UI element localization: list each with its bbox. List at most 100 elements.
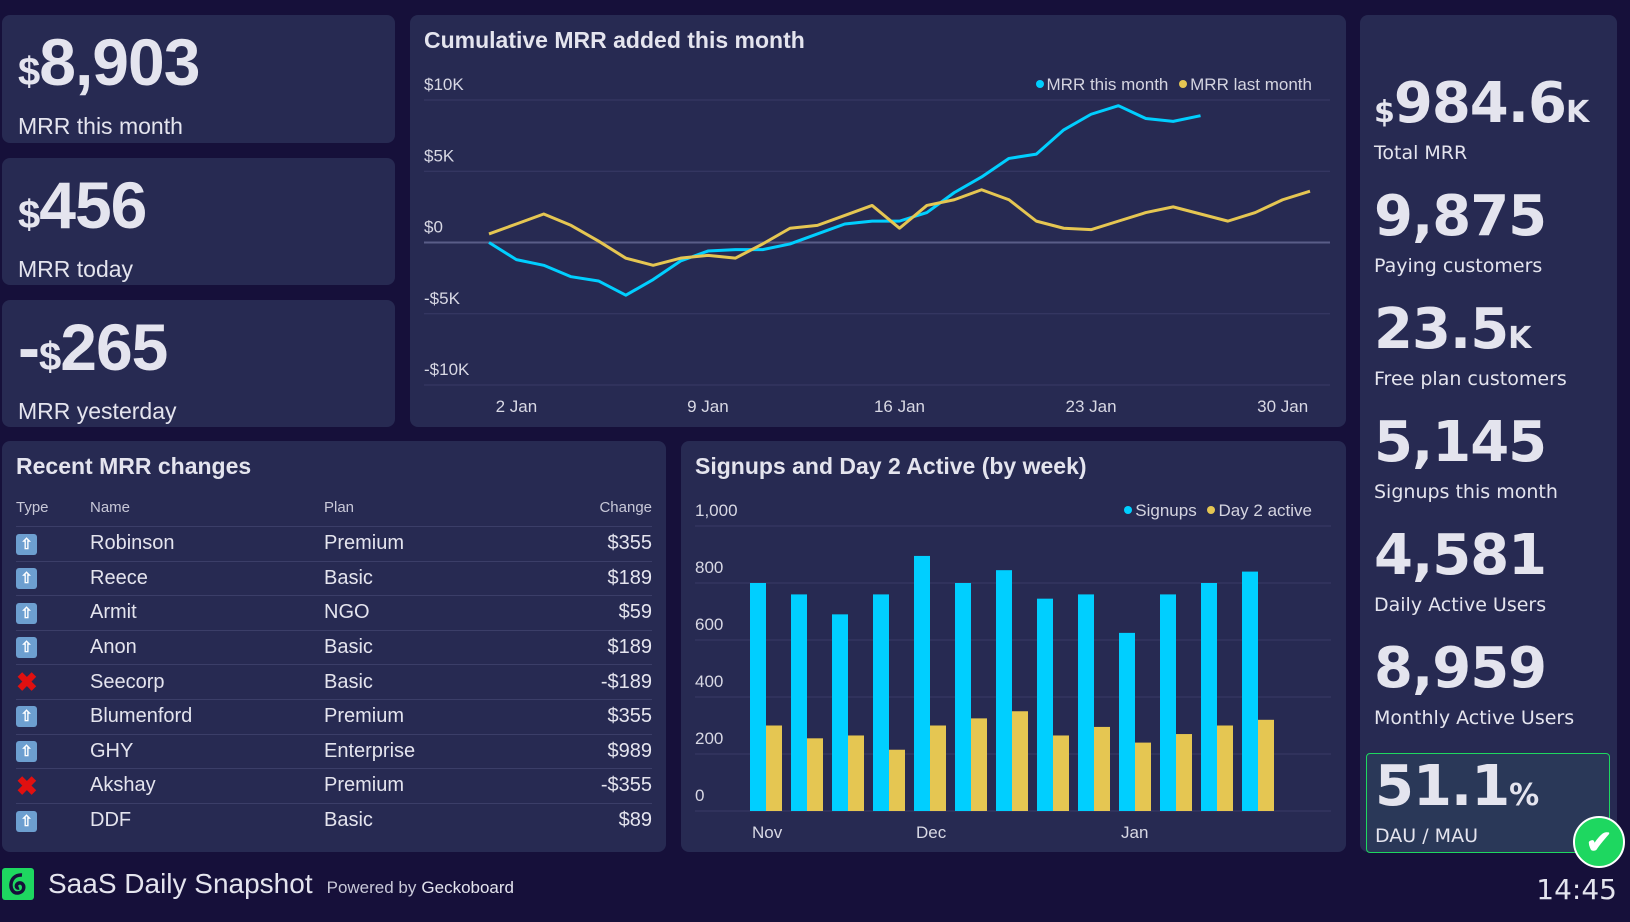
cell-name: Reece: [90, 560, 324, 596]
stat-label: DAU / MAU: [1375, 825, 1478, 847]
y-tick-label: 1,000: [695, 501, 738, 520]
x-tick-label: Jan: [1121, 823, 1148, 842]
cell-plan: Basic: [324, 560, 533, 596]
cell-type: ⇧: [16, 698, 90, 735]
kpi-value: 265: [60, 310, 168, 384]
x-tick-label: Dec: [916, 823, 947, 842]
cell-change: $989: [532, 733, 652, 769]
legend-dot: [1035, 80, 1044, 88]
bar-signups: [1201, 583, 1217, 811]
cell-plan: Basic: [324, 629, 533, 665]
table-row[interactable]: ⇧ Anon Basic $189: [16, 629, 652, 665]
table-row[interactable]: ⇧ GHY Enterprise $989: [16, 733, 652, 769]
kpi-label: MRR yesterday: [18, 398, 177, 424]
series-line-mrr-this-month: [488, 104, 1201, 297]
kpi-label: MRR today: [18, 256, 134, 282]
cell-change: $355: [532, 698, 652, 735]
y-tick-label: 400: [695, 672, 723, 691]
status-ok-check-icon: ✔: [1573, 816, 1625, 868]
stat-prefix: $: [1374, 95, 1395, 130]
column-header-type: Type: [16, 499, 49, 516]
geckoboard-link[interactable]: Geckoboard: [421, 878, 515, 897]
stat-paying-customers: 9,875 Paying customers: [1374, 188, 1617, 301]
column-header-plan: Plan: [324, 499, 355, 516]
stat-value: 984.6: [1393, 71, 1567, 136]
kpi-label: MRR this month: [18, 113, 183, 139]
cell-name: Seecorp: [90, 664, 324, 700]
table-row[interactable]: ⇧ Robinson Premium $355: [16, 526, 652, 562]
bar-chart-card: Signups and Day 2 Active (by week) Signu…: [681, 441, 1346, 852]
legend-label: MRR last month: [1190, 75, 1312, 94]
table-row[interactable]: ⇧ Blumenford Premium $355: [16, 698, 652, 735]
bar-day-2-active: [930, 725, 946, 811]
x-tick-label: 23 Jan: [1066, 397, 1117, 416]
bar-day-2-active: [1012, 711, 1028, 811]
x-tick-label: Nov: [752, 823, 783, 842]
powered-by-label: Powered by: [326, 878, 417, 897]
y-tick-label: 200: [695, 729, 723, 748]
bar-day-2-active: [807, 738, 823, 811]
bar-day-2-active: [1053, 735, 1069, 811]
legend-label: Signups: [1135, 501, 1197, 520]
line-chart-legend: MRR this month MRR last month: [1030, 75, 1312, 95]
bar-signups: [1242, 571, 1258, 811]
stat-free-plan-customers: 23.5K Free plan customers: [1374, 301, 1617, 414]
kpi-mrr-this-month: $8,903 MRR this month: [2, 15, 395, 143]
legend-dot: [1179, 80, 1188, 88]
x-tick-label: 2 Jan: [496, 397, 538, 416]
cell-type: ⇧: [16, 595, 90, 631]
upgrade-arrow-icon: ⇧: [16, 637, 37, 659]
cell-change: $355: [532, 526, 652, 562]
cell-name: Anon: [90, 629, 324, 665]
bar-day-2-active: [1135, 742, 1151, 811]
series-line-mrr-last-month: [488, 188, 1311, 267]
stat-value: 51.1: [1375, 754, 1510, 819]
x-tick-label: 9 Jan: [687, 397, 729, 416]
cell-type: ⇧: [16, 526, 90, 562]
table-row[interactable]: ✖ Seecorp Basic -$189: [16, 664, 652, 700]
cell-plan: Basic: [324, 802, 533, 838]
y-tick-label: 800: [695, 558, 723, 577]
table-row[interactable]: ✖ Akshay Premium -$355: [16, 768, 652, 804]
bar-day-2-active: [971, 718, 987, 811]
line-chart: $10K $5K $0 -$5K -$10K 2 Jan 9 Jan 16 Jan 23 Jan…: [424, 75, 1330, 416]
upgrade-arrow-icon: ⇧: [16, 706, 37, 728]
stat-value: 8,959: [1374, 636, 1547, 701]
bar-chart: 0 200 400 600 800 1,000 Nov Dec Jan: [695, 501, 1331, 842]
bar-day-2-active: [766, 725, 782, 811]
bar-chart-title: Signups and Day 2 Active (by week): [695, 453, 1087, 479]
stat-value: 23.5: [1374, 297, 1509, 362]
table-title: Recent MRR changes: [16, 453, 252, 479]
kpi-value: 456: [39, 168, 147, 242]
cell-name: Robinson: [90, 526, 324, 562]
y-tick-label: 0: [695, 786, 704, 805]
cell-type: ⇧: [16, 733, 90, 769]
x-tick-label: 30 Jan: [1257, 397, 1308, 416]
upgrade-arrow-icon: ⇧: [16, 533, 37, 555]
y-tick-label: 600: [695, 615, 723, 634]
bar-signups: [1037, 598, 1053, 811]
bar-chart-legend: Signups Day 2 active: [1118, 501, 1312, 521]
stat-label: Monthly Active Users: [1374, 707, 1575, 729]
recent-mrr-changes-card: Recent MRR changes Type Name Plan Change…: [2, 441, 666, 852]
upgrade-arrow-icon: ⇧: [16, 602, 37, 624]
table-row[interactable]: ⇧ DDF Basic $89: [16, 802, 652, 838]
currency-symbol: $: [18, 193, 40, 237]
stat-daily-active-users: 4,581 Daily Active Users: [1374, 527, 1617, 640]
cell-change: $59: [532, 595, 652, 631]
bar-signups: [873, 594, 889, 811]
stat-label: Daily Active Users: [1374, 594, 1547, 616]
currency-symbol: $: [38, 335, 61, 379]
stat-monthly-active-users: 8,959 Monthly Active Users: [1374, 640, 1617, 753]
table-row[interactable]: ⇧ Armit NGO $59: [16, 595, 652, 631]
table-row[interactable]: ⇧ Reece Basic $189: [16, 560, 652, 596]
bar-day-2-active: [1094, 726, 1110, 811]
y-tick-label: $5K: [424, 146, 455, 165]
cell-change: $89: [532, 802, 652, 838]
cell-type: ✖: [16, 664, 90, 700]
footer: SaaS Daily Snapshot Powered by Geckoboar…: [2, 868, 514, 900]
cell-plan: Enterprise: [324, 733, 533, 769]
cell-type: ⇧: [16, 629, 90, 665]
y-tick-label: -$10K: [424, 360, 470, 379]
stat-label: Total MRR: [1374, 142, 1468, 164]
